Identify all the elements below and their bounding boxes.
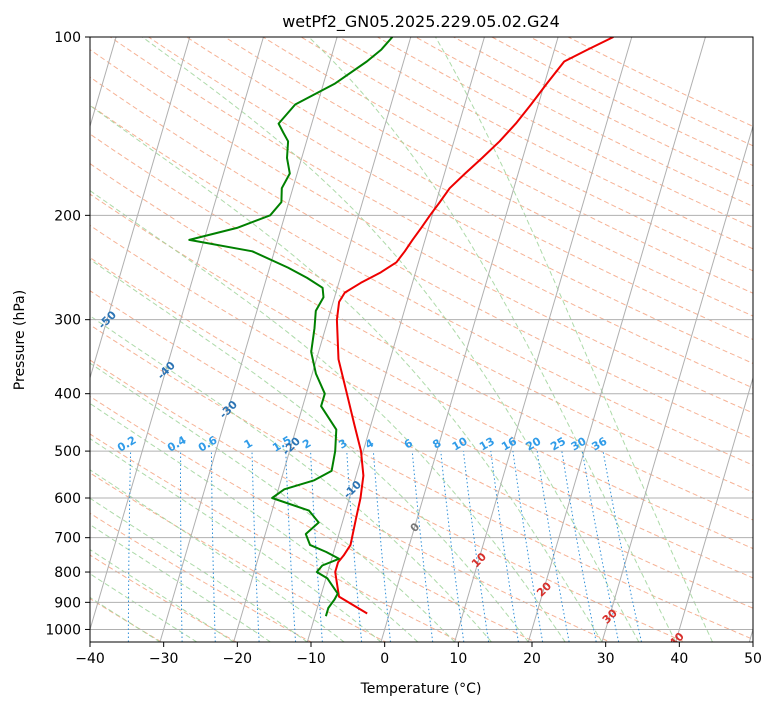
y-tick-label: 700 [54, 531, 81, 547]
dry-adiabat [90, 395, 537, 642]
temperature-trace [334, 37, 614, 615]
x-tick-label: −10 [296, 651, 326, 667]
mixing-ratio-line [581, 451, 620, 642]
mixing-ratio-line [411, 451, 434, 642]
isotherm [90, 37, 191, 380]
moist-adiabat [435, 37, 713, 642]
moist-adiabat [90, 315, 492, 642]
plot-area [90, 37, 753, 642]
moist-adiabat [308, 37, 677, 642]
moist-adiabat [90, 258, 529, 642]
mixing-ratio-line [372, 451, 391, 642]
dry-adiabat [90, 290, 753, 640]
isotherm [675, 376, 753, 642]
x-tick-label: 20 [523, 651, 541, 667]
y-tick-label: 500 [54, 444, 81, 460]
dry-adiabat [90, 193, 753, 550]
mixing-ratio-line [512, 451, 544, 642]
dry-adiabat [90, 359, 612, 642]
dry-adiabat [90, 512, 313, 642]
mixing-ratio-line [346, 451, 363, 642]
dry-adiabat [90, 324, 686, 642]
x-axis-title: Temperature (°C) [360, 681, 482, 697]
plot-frame [89, 36, 754, 643]
moist-adiabat [90, 438, 382, 642]
dry-adiabat [90, 224, 753, 579]
x-tick-label: 0 [380, 651, 389, 667]
dewpoint-trace [188, 37, 394, 617]
y-tick-label: 800 [54, 565, 81, 581]
isotherm [454, 37, 633, 642]
dry-adiabat [90, 163, 753, 521]
isotherm [159, 37, 338, 642]
x-tick-label: 10 [449, 651, 467, 667]
mixing-ratio-line [602, 451, 642, 642]
isotherm [380, 37, 559, 642]
mixing-ratio-label: 0.1 [68, 434, 91, 455]
dry-adiabat [90, 598, 163, 642]
chart-title: wetPf2_GN05.2025.229.05.02.G24 [282, 12, 560, 32]
mixing-ratio-line [561, 451, 597, 642]
mixing-ratio-line [440, 451, 465, 642]
x-tick-label: −20 [223, 651, 253, 667]
moist-adiabat [90, 469, 345, 642]
y-tick-label: 600 [54, 491, 81, 507]
isotherm [233, 37, 412, 642]
isotherm [90, 37, 264, 632]
axis-ticks: −40 −30 −20 −10 0 10 20 30 40 50 100 200 300 400 500 60… [45, 30, 762, 667]
dry-adiabat [90, 133, 753, 493]
x-tick-label: 40 [670, 651, 688, 667]
y-tick-label: 900 [54, 595, 81, 611]
moist-adiabat [90, 104, 603, 642]
x-tick-label: −30 [149, 651, 179, 667]
moist-adiabat [142, 37, 640, 642]
mixing-ratio-line [463, 451, 490, 642]
y-axis-title: Pressure (hPa) [12, 290, 28, 390]
y-tick-label: 1000 [45, 622, 81, 638]
y-tick-label: 400 [54, 387, 81, 403]
moist-adiabat [90, 402, 419, 642]
isotherm [601, 124, 753, 642]
x-tick-label: −40 [75, 651, 105, 667]
moist-adiabat [90, 190, 566, 642]
y-tick-label: 100 [54, 30, 81, 46]
y-tick-label: 200 [54, 208, 81, 224]
isotherm [527, 37, 706, 642]
moist-adiabat [90, 362, 456, 642]
dry-adiabat [90, 433, 462, 642]
y-tick-label: 300 [54, 313, 81, 329]
x-tick-label: 30 [597, 651, 615, 667]
x-tick-label: 50 [744, 651, 762, 667]
mixing-ratio-line [490, 451, 519, 642]
isotherm [306, 37, 485, 642]
